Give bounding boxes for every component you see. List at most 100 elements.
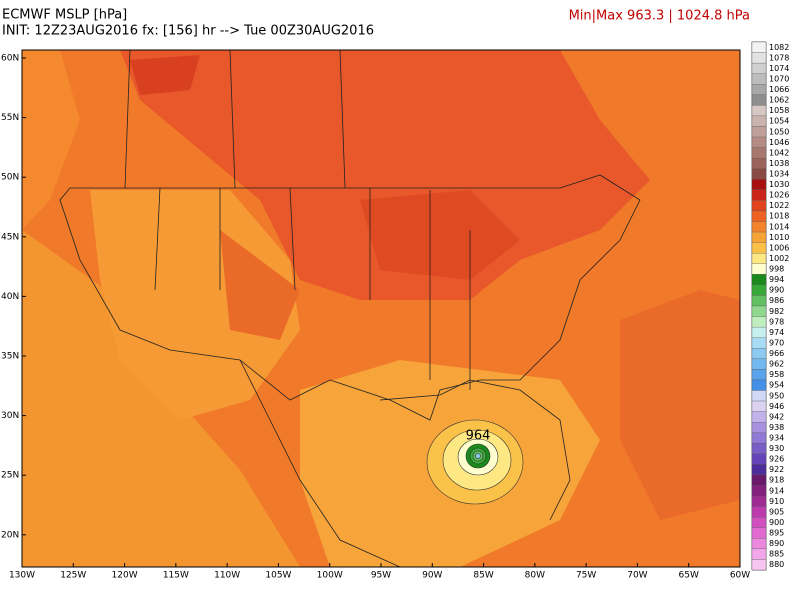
- colorbar-cell: [751, 506, 767, 518]
- colorbar-cell: [751, 62, 767, 74]
- colorbar-cell: [751, 538, 767, 550]
- colorbar-label: 998: [769, 265, 784, 274]
- lat-label: 35N: [1, 352, 19, 362]
- colorbar-label: 1002: [769, 254, 789, 263]
- colorbar-cell: [751, 263, 767, 275]
- colorbar-label: 930: [769, 444, 784, 453]
- colorbar-cell: [751, 453, 767, 465]
- low-label: 964: [466, 429, 491, 444]
- colorbar-cell: [751, 84, 767, 95]
- colorbar-cell: [751, 316, 767, 328]
- lon-label: 95W: [371, 571, 391, 581]
- colorbar-label: 958: [769, 370, 784, 379]
- colorbar-cell: [751, 284, 767, 296]
- colorbar-label: 994: [769, 275, 784, 284]
- colorbar-label: 1026: [769, 191, 789, 200]
- colorbar-label: 962: [769, 360, 784, 369]
- colorbar-cell: [751, 432, 767, 444]
- lat-label: 25N: [1, 471, 19, 481]
- colorbar-cell: [751, 517, 767, 528]
- colorbar-cell: [751, 274, 767, 286]
- colorbar-cell: [751, 474, 767, 486]
- pacific-region: [22, 50, 80, 230]
- lat-label: 30N: [1, 411, 19, 421]
- colorbar-cell: [751, 559, 767, 571]
- lon-label: 60W: [730, 571, 750, 581]
- colorbar-cell: [751, 147, 767, 159]
- map: [22, 50, 740, 567]
- colorbar-label: 1046: [769, 138, 789, 147]
- colorbar-cell: [751, 231, 767, 243]
- lat-label: 50N: [1, 173, 19, 183]
- colorbar-label: 966: [769, 349, 784, 358]
- colorbar-cell: [751, 189, 767, 201]
- colorbar-cell: [751, 221, 767, 233]
- colorbar-label: 938: [769, 423, 784, 432]
- colorbar-label: 1042: [769, 148, 789, 157]
- colorbar-cell: [751, 73, 767, 85]
- lon-label: 125W: [60, 571, 86, 581]
- colorbar-cell: [751, 253, 767, 264]
- colorbar-label: 1034: [769, 170, 789, 179]
- lon-label: 120W: [112, 571, 138, 581]
- colorbar-label: 918: [769, 476, 784, 485]
- colorbar-label: 986: [769, 296, 784, 305]
- colorbar-label: 974: [769, 328, 784, 337]
- lon-label: 75W: [576, 571, 596, 581]
- colorbar-cell: [751, 379, 767, 391]
- colorbar-label: 1070: [769, 74, 789, 83]
- colorbar-label: 946: [769, 402, 784, 411]
- lat-label: 40N: [1, 292, 19, 302]
- lon-label: 105W: [265, 571, 291, 581]
- lon-label: 90W: [422, 571, 442, 581]
- hurricane-center: [475, 453, 481, 459]
- colorbar-label: 885: [769, 550, 784, 559]
- lon-label: 110W: [214, 571, 240, 581]
- colorbar-label: 970: [769, 338, 784, 347]
- borders: [59, 50, 641, 567]
- colorbar-label: 1022: [769, 201, 789, 210]
- high-core: [360, 190, 520, 280]
- colorbar-label: 1014: [769, 222, 789, 231]
- colorbar-label: 1074: [769, 64, 789, 73]
- colorbar-cell: [751, 358, 767, 370]
- colorbar-cell: [751, 210, 767, 222]
- colorbar-cell: [751, 390, 767, 402]
- title: ECMWF MSLP [hPa]: [2, 8, 127, 23]
- colorbar-label: 978: [769, 317, 784, 326]
- colorbar-label: 950: [769, 391, 784, 400]
- colorbar-label: 1038: [769, 159, 789, 168]
- colorbar-cell: [751, 94, 767, 106]
- colorbar-cell: [751, 485, 767, 497]
- colorbar-label: 922: [769, 465, 784, 474]
- colorbar-label: 910: [769, 497, 784, 506]
- colorbar-label: 1054: [769, 117, 789, 126]
- colorbar-label: 1066: [769, 85, 789, 94]
- colorbar-label: 1082: [769, 43, 789, 52]
- colorbar-cell: [751, 548, 767, 560]
- colorbar-label: 1062: [769, 96, 789, 105]
- colorbar-label: 1058: [769, 106, 789, 115]
- lon-label: 80W: [525, 571, 545, 581]
- colorbar-cell: [751, 326, 767, 338]
- lon-label: 70W: [627, 571, 647, 581]
- colorbar-cell: [751, 41, 767, 53]
- atlantic-high: [620, 290, 740, 520]
- colorbar-cell: [751, 422, 767, 433]
- colorbar-label: 1006: [769, 243, 789, 252]
- colorbar-label: 990: [769, 286, 784, 295]
- high-core: [130, 55, 200, 95]
- init-line: INIT: 12Z23AUG2016 fx: [156] hr --> Tue …: [2, 24, 374, 39]
- colorbar-cell: [751, 179, 767, 190]
- colorbar-label: 880: [769, 560, 784, 569]
- colorbar-cell: [751, 295, 767, 307]
- colorbar-cell: [751, 400, 767, 412]
- colorbar-label: 905: [769, 507, 784, 516]
- colorbar-cell: [751, 464, 767, 476]
- colorbar-label: 900: [769, 518, 784, 527]
- colorbar-label: 926: [769, 455, 784, 464]
- lon-label: 65W: [679, 571, 699, 581]
- colorbar-cell: [751, 115, 767, 127]
- min-max: Min|Max 963.3 | 1024.8 hPa: [569, 9, 750, 24]
